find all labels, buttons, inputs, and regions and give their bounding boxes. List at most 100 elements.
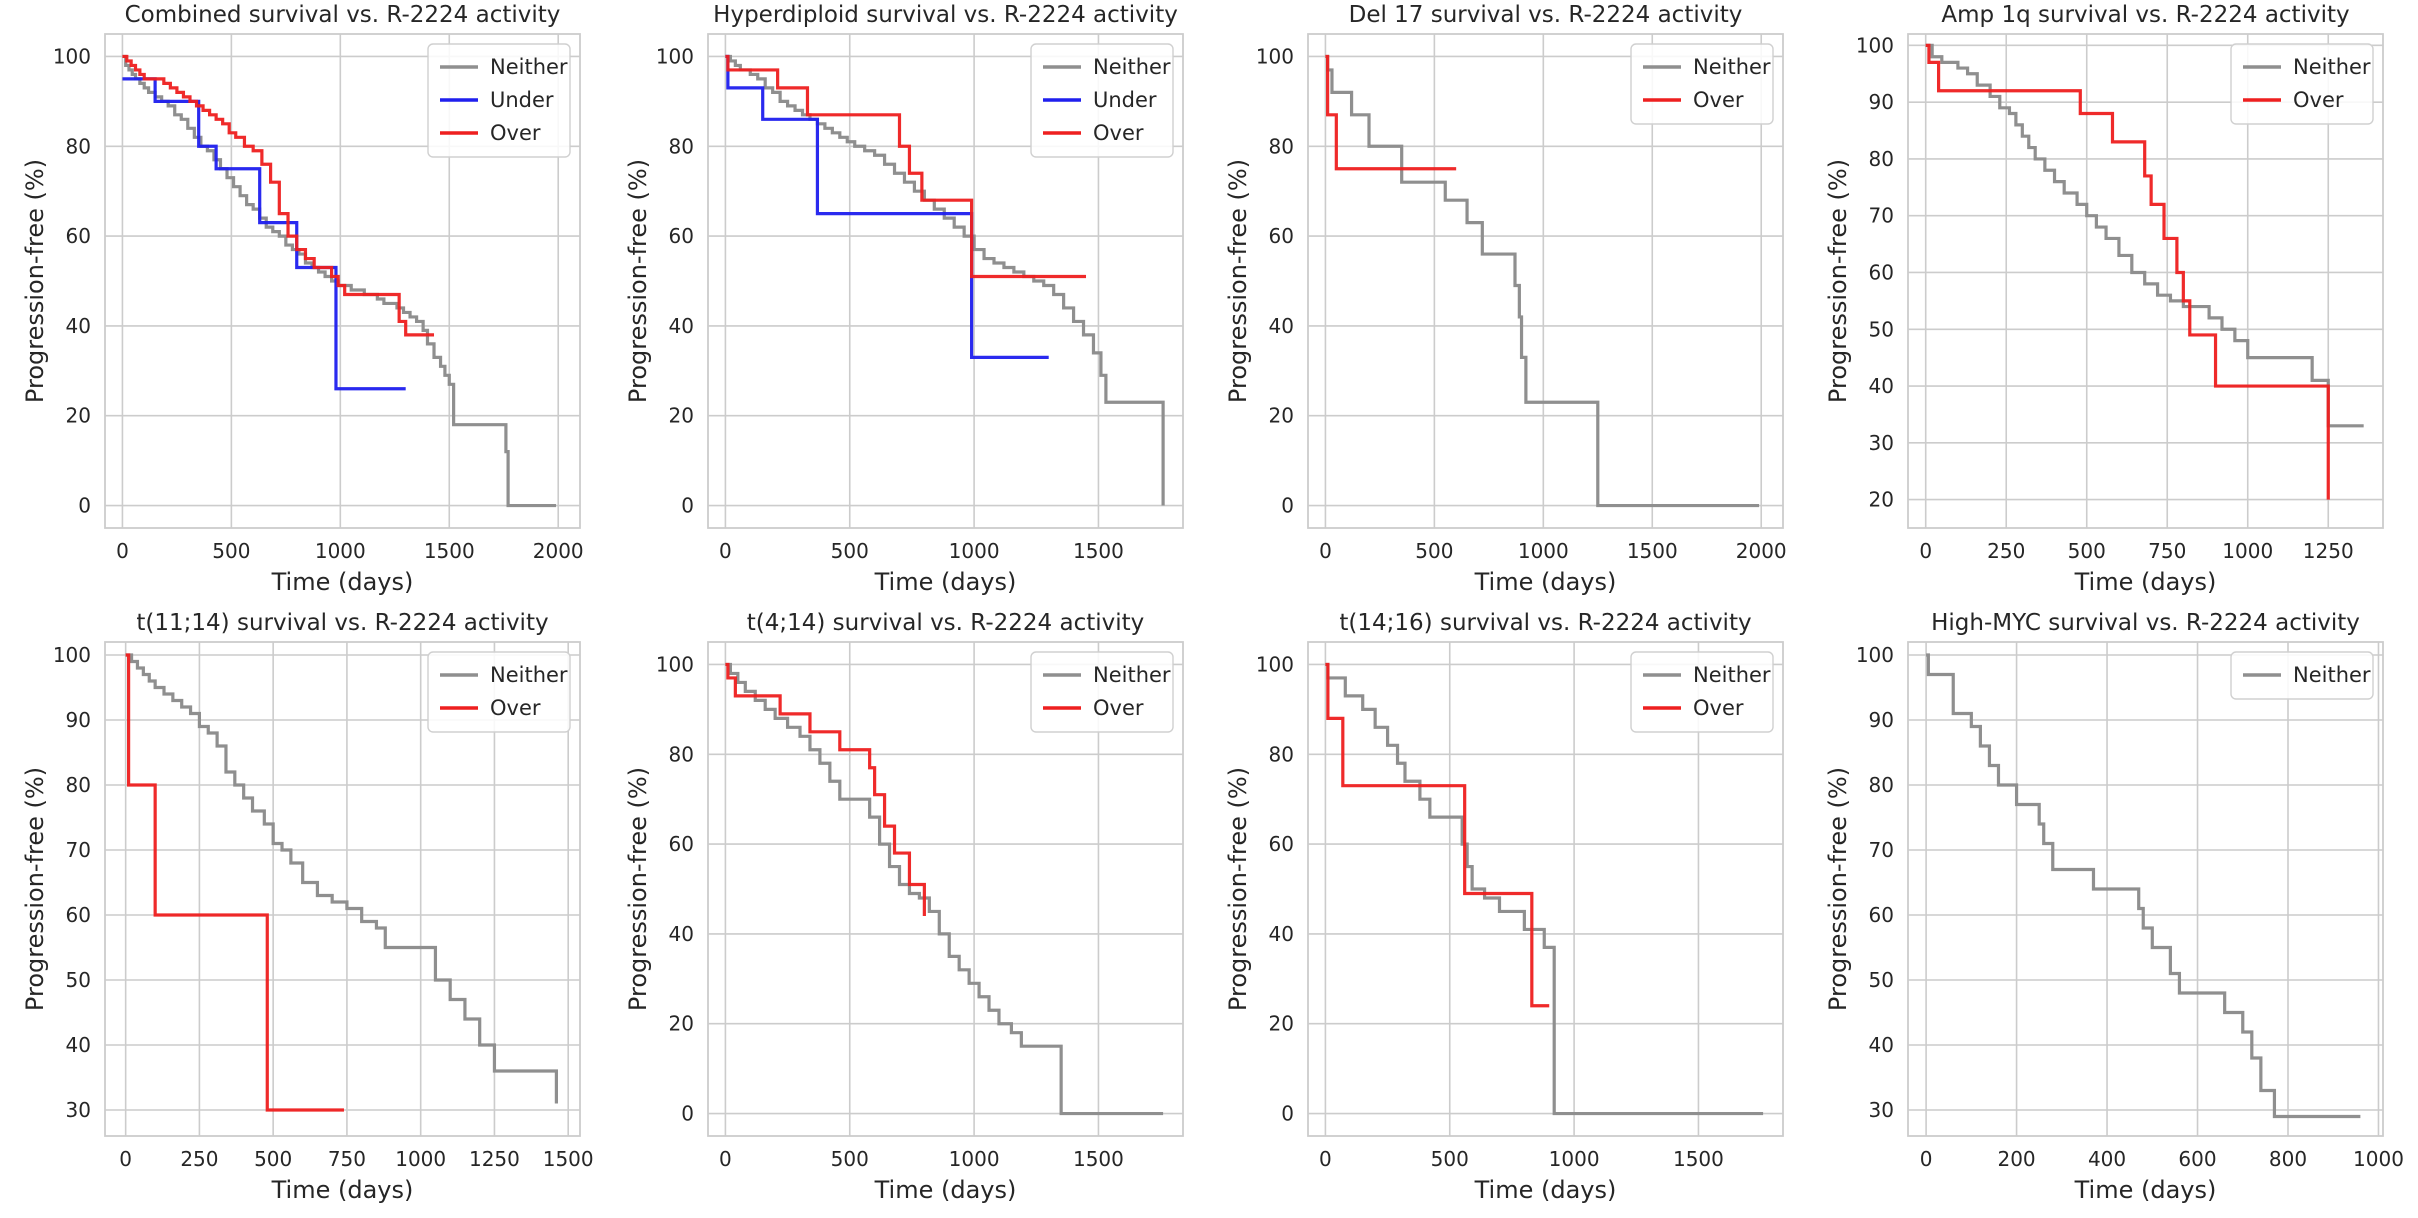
y-tick-label: 40 [66,1033,91,1057]
y-tick-label: 100 [53,44,91,68]
y-tick-label: 60 [1869,260,1894,284]
y-tick-label: 90 [1869,708,1894,732]
y-tick-label: 100 [1856,643,1894,667]
y-tick-label: 80 [669,742,694,766]
legend-label: Over [1093,121,1144,145]
chart-title: Amp 1q survival vs. R-2224 activity [1941,2,2349,28]
x-tick-label: 250 [180,1147,218,1171]
plot-frame [104,33,581,529]
y-tick-label: 70 [1869,838,1894,862]
legend-box [427,651,571,733]
y-tick-label: 80 [1269,742,1294,766]
chart-panel-5: 0 250 500 750 1000 1250 1500 30 40 50 60 70 80 90 100 t… [21,610,594,1204]
x-tick-label: 1250 [469,1147,520,1171]
x-tick-label: 1000 [2222,539,2273,563]
series-line-neither [1325,662,1764,1116]
y-tick-label: 40 [1869,1033,1894,1057]
series-line-over [1325,54,1457,171]
series-line-over [725,54,1087,279]
series-line-over [1925,43,2330,500]
legend: Neither Over [1630,651,1774,733]
x-tick-label: 0 [1919,539,1932,563]
legend-label: Over [490,696,541,720]
chart-panel-8: 0 200 400 600 800 1000 30 40 50 60 70 80 90 100 High-M… [1824,610,2404,1204]
y-tick-label: 30 [1869,1098,1894,1122]
series-line-over [1325,662,1550,1008]
chart-title: Combined survival vs. R-2224 activity [125,2,561,28]
legend: Neither Under Over [1030,43,1174,158]
legend: Neither Over [1030,651,1174,733]
y-tick-label: 20 [1869,488,1894,512]
legend-label: Neither [2293,663,2371,687]
y-tick-label: 80 [1869,773,1894,797]
series-line-neither [1325,54,1760,508]
x-tick-label: 1000 [949,1147,1000,1171]
legend-box [1630,651,1774,733]
x-tick-label: 1000 [2353,1147,2404,1171]
legend-box [427,43,571,158]
y-tick-label: 0 [681,1102,694,1126]
x-tick-label: 1500 [543,1147,594,1171]
y-tick-label: 90 [1869,90,1894,114]
y-tick-label: 100 [53,643,91,667]
legend-label: Over [1093,696,1144,720]
y-tick-label: 20 [669,1012,694,1036]
series-line-neither [1926,653,2361,1119]
y-axis-label: Progression-free (%) [21,767,49,1011]
legend: Neither Over [1630,43,1774,125]
y-tick-label: 70 [1869,204,1894,228]
legend: Neither Over [2230,43,2374,125]
y-tick-label: 90 [66,708,91,732]
plot-frame [707,641,1184,1137]
y-tick-label: 60 [66,224,91,248]
x-tick-label: 500 [831,539,869,563]
x-tick-label: 0 [1319,1147,1332,1171]
x-tick-label: 200 [1997,1147,2035,1171]
y-tick-label: 100 [656,44,694,68]
x-tick-label: 500 [1431,1147,1469,1171]
x-axis-label: Time (days) [271,568,414,596]
y-tick-label: 20 [1269,1012,1294,1036]
y-axis-label: Progression-free (%) [1824,767,1852,1011]
plot-frame [707,33,1184,529]
legend-label: Over [1693,88,1744,112]
chart-title: Hyperdiploid survival vs. R-2224 activit… [713,2,1178,28]
x-tick-label: 1500 [1673,1147,1724,1171]
chart-panel-2: 0 500 1000 1500 0 20 40 60 80 100 Hyperdiploid sur… [624,2,1184,596]
chart-panel-4: 0 250 500 750 1000 1250 20 30 40 50 60 70 80 90 100 Amp… [1824,2,2384,596]
y-tick-label: 60 [66,903,91,927]
x-tick-label: 1500 [1627,539,1678,563]
y-axis-label: Progression-free (%) [1824,159,1852,403]
x-tick-label: 1000 [315,539,366,563]
plot-frame [1307,641,1784,1137]
plot-frame [1907,641,2384,1137]
plot-frame [1307,33,1784,529]
x-tick-label: 1500 [1073,1147,1124,1171]
legend-label: Neither [490,55,568,79]
y-tick-label: 40 [669,922,694,946]
chart-panel-3: 0 500 1000 1500 2000 0 20 40 60 80 100 Del 17 survi… [1224,2,1787,596]
chart-title: t(11;14) survival vs. R-2224 activity [136,610,548,636]
x-tick-label: 0 [719,1147,732,1171]
legend-label: Under [1093,88,1157,112]
legend-label: Neither [2293,55,2371,79]
plot-frame [1907,33,2384,529]
chart-title: Del 17 survival vs. R-2224 activity [1349,2,1743,28]
x-tick-label: 1500 [1073,539,1124,563]
y-tick-label: 80 [66,134,91,158]
y-tick-label: 20 [66,404,91,428]
x-tick-label: 0 [119,1147,132,1171]
x-tick-label: 0 [1319,539,1332,563]
series-line-over [125,653,344,1112]
legend-box [2230,651,2374,700]
x-tick-label: 400 [2088,1147,2126,1171]
y-tick-label: 50 [1869,968,1894,992]
y-tick-label: 60 [1869,903,1894,927]
legend-box [2230,43,2374,125]
y-tick-label: 30 [66,1098,91,1122]
legend: Neither Over [427,651,571,733]
y-tick-label: 60 [1269,832,1294,856]
x-axis-label: Time (days) [271,1176,414,1204]
legend: Neither Under Over [427,43,571,158]
x-tick-label: 1000 [949,539,1000,563]
